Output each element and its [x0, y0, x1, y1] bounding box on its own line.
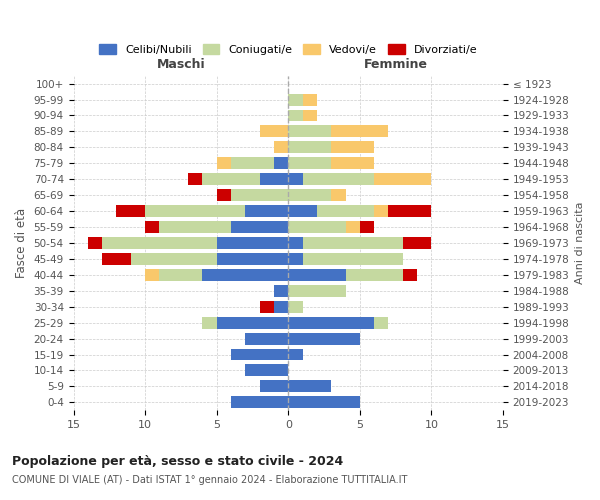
Bar	[288, 173, 302, 185]
Bar	[231, 158, 274, 170]
Bar	[217, 253, 288, 265]
Bar	[374, 205, 388, 217]
Bar	[160, 269, 202, 281]
Text: COMUNE DI VIALE (AT) - Dati ISTAT 1° gennaio 2024 - Elaborazione TUTTITALIA.IT: COMUNE DI VIALE (AT) - Dati ISTAT 1° gen…	[12, 475, 407, 485]
Bar	[288, 380, 331, 392]
Bar	[331, 189, 346, 201]
Bar	[131, 253, 217, 265]
Bar	[245, 332, 288, 344]
Bar	[346, 221, 360, 233]
Bar	[145, 221, 160, 233]
Bar	[217, 189, 231, 201]
Bar	[145, 205, 245, 217]
Bar	[288, 300, 302, 312]
Legend: Celibi/Nubili, Coniugati/e, Vedovi/e, Divorziati/e: Celibi/Nubili, Coniugati/e, Vedovi/e, Di…	[96, 41, 481, 58]
Text: Maschi: Maschi	[157, 58, 205, 71]
Bar	[274, 300, 288, 312]
Bar	[288, 396, 360, 408]
Bar	[274, 142, 288, 154]
Bar	[288, 158, 331, 170]
Bar	[102, 253, 131, 265]
Bar	[231, 396, 288, 408]
Bar	[388, 205, 431, 217]
Bar	[274, 285, 288, 296]
Bar	[403, 237, 431, 249]
Bar	[331, 158, 374, 170]
Bar	[288, 253, 302, 265]
Bar	[302, 253, 403, 265]
Bar	[288, 348, 302, 360]
Bar	[116, 205, 145, 217]
Bar	[288, 316, 374, 328]
Bar	[317, 205, 374, 217]
Bar	[288, 237, 302, 249]
Bar	[288, 126, 331, 138]
Bar	[288, 205, 317, 217]
Bar	[331, 126, 388, 138]
Bar	[288, 94, 302, 106]
Bar	[260, 173, 288, 185]
Bar	[302, 173, 374, 185]
Bar	[231, 348, 288, 360]
Bar	[231, 221, 288, 233]
Bar	[288, 110, 302, 122]
Bar	[374, 316, 388, 328]
Bar	[360, 221, 374, 233]
Bar	[202, 269, 288, 281]
Bar	[260, 380, 288, 392]
Bar	[288, 142, 331, 154]
Bar	[217, 316, 288, 328]
Bar	[102, 237, 217, 249]
Bar	[288, 285, 346, 296]
Bar	[217, 158, 231, 170]
Bar	[288, 269, 346, 281]
Bar	[260, 126, 288, 138]
Text: Popolazione per età, sesso e stato civile - 2024: Popolazione per età, sesso e stato civil…	[12, 455, 343, 468]
Bar	[346, 269, 403, 281]
Y-axis label: Anni di nascita: Anni di nascita	[575, 202, 585, 284]
Bar	[288, 221, 346, 233]
Bar	[88, 237, 102, 249]
Bar	[302, 110, 317, 122]
Bar	[245, 205, 288, 217]
Bar	[374, 173, 431, 185]
Bar	[302, 94, 317, 106]
Bar	[231, 189, 288, 201]
Bar	[288, 189, 331, 201]
Bar	[331, 142, 374, 154]
Bar	[160, 221, 231, 233]
Bar	[403, 269, 417, 281]
Bar	[245, 364, 288, 376]
Text: Femmine: Femmine	[364, 58, 428, 71]
Bar	[260, 300, 274, 312]
Bar	[302, 237, 403, 249]
Y-axis label: Fasce di età: Fasce di età	[15, 208, 28, 278]
Bar	[202, 173, 260, 185]
Bar	[274, 158, 288, 170]
Bar	[188, 173, 202, 185]
Bar	[145, 269, 160, 281]
Bar	[288, 332, 360, 344]
Bar	[202, 316, 217, 328]
Bar	[217, 237, 288, 249]
